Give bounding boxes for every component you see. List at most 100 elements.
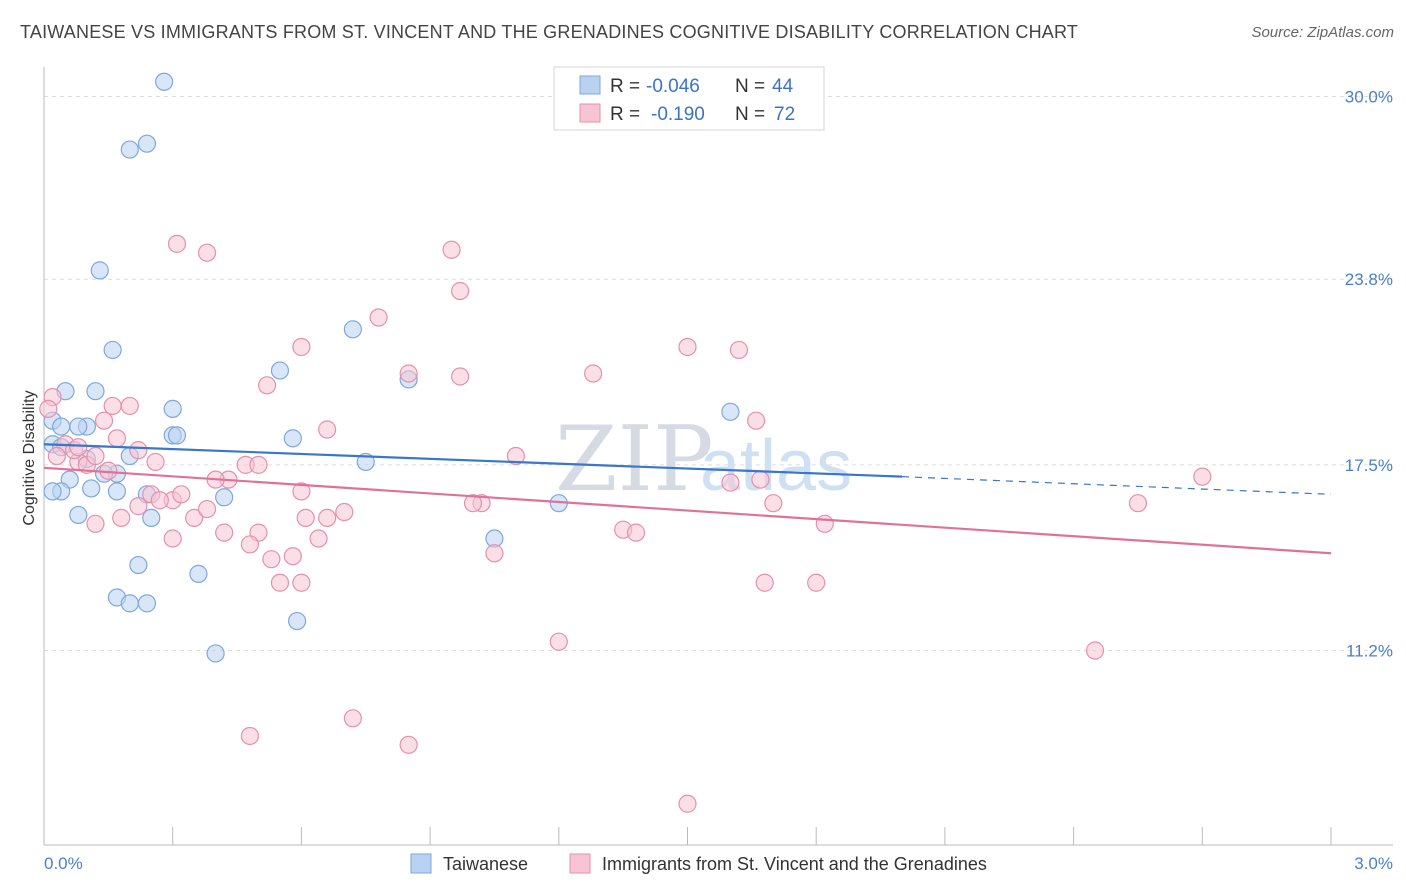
trend-line-immigrants: [43, 466, 1332, 555]
taiwanese-point: [270, 361, 290, 380]
immigrants-point: [343, 709, 362, 728]
taiwanese-point: [356, 452, 375, 472]
immigrants-point: [120, 396, 139, 416]
taiwanese-point: [283, 429, 302, 448]
immigrants-point: [240, 726, 260, 746]
immigrants-point: [215, 523, 234, 542]
immigrants-point: [399, 735, 418, 754]
taiwanese-point: [721, 402, 740, 421]
immigrants-point: [296, 508, 315, 528]
y-tick-label: 23.8%: [1345, 270, 1393, 289]
immigrants-point: [197, 499, 217, 519]
stats-swatch-immigrants: [579, 103, 601, 123]
taiwanese-point: [69, 505, 88, 525]
taiwanese-point: [288, 611, 307, 631]
legend-label-immigrants: Immigrants from St. Vincent and the Gren…: [602, 854, 987, 874]
immigrants-point: [292, 482, 311, 501]
immigrants-point: [39, 399, 58, 418]
immigrants-point: [69, 438, 88, 457]
immigrants-point: [369, 308, 388, 327]
immigrants-point: [309, 529, 328, 548]
immigrants-point: [442, 240, 461, 259]
legend-swatch-taiwanese: [410, 853, 432, 874]
legend: Taiwanese Immigrants from St. Vincent an…: [410, 853, 987, 874]
x-tick-label: 3.0%: [1354, 854, 1393, 873]
stats-r-label-taiwanese: R =: [610, 76, 640, 97]
stats-swatch-taiwanese: [579, 75, 601, 95]
taiwanese-point: [103, 340, 122, 360]
taiwanese-point: [120, 140, 139, 159]
immigrants-point: [257, 376, 277, 395]
immigrants-point: [318, 508, 337, 528]
immigrants-point: [451, 281, 470, 301]
immigrants-point: [678, 794, 697, 813]
immigrants-point: [86, 514, 105, 533]
x-tick-labels: 0.0% 3.0%: [44, 854, 1393, 873]
taiwanese-point: [142, 508, 161, 528]
immigrants-point: [807, 573, 826, 592]
immigrants-point: [197, 243, 217, 262]
stats-r-value-taiwanese: -0.046: [646, 76, 700, 97]
immigrants-point: [86, 446, 105, 466]
y-tick-labels: 11.2% 17.5% 23.8% 30.0%: [1345, 88, 1393, 661]
y-tick-label: 30.0%: [1345, 88, 1393, 107]
immigrants-point: [240, 535, 260, 554]
stats-n-value-taiwanese: 44: [772, 76, 794, 97]
immigrants-point: [335, 502, 354, 522]
taiwanese-point: [107, 482, 127, 501]
immigrants-point: [146, 452, 165, 472]
watermark-zip: ZIP: [555, 407, 714, 512]
watermark: ZIP atlas: [555, 407, 852, 512]
y-tick-label: 11.2%: [1346, 642, 1393, 661]
immigrants-point: [678, 337, 697, 357]
stats-r-label-immigrants: R =: [610, 104, 640, 125]
immigrants-point: [262, 550, 281, 569]
immigrants-point: [584, 364, 603, 383]
immigrants-point: [283, 547, 302, 566]
taiwanese-point: [163, 399, 182, 418]
taiwanese-point: [167, 426, 187, 445]
grid-lines: [44, 96, 1393, 652]
immigrants-point: [94, 411, 114, 430]
immigrants-point: [270, 573, 290, 592]
immigrants-point: [721, 473, 740, 492]
axes: [43, 67, 1393, 846]
series-taiwanese-points: [43, 72, 740, 663]
stats-n-value-immigrants: 72: [774, 104, 795, 125]
y-axis-label: Cognitive Disability: [21, 390, 38, 525]
immigrants-point: [506, 446, 526, 466]
stats-r-value-immigrants: -0.190: [651, 104, 705, 125]
immigrants-point: [1128, 494, 1148, 513]
taiwanese-point: [137, 594, 157, 613]
taiwanese-point: [86, 382, 105, 401]
immigrants-point: [1085, 641, 1105, 660]
trend-lines: [43, 443, 1332, 555]
taiwanese-point: [90, 261, 109, 280]
source-note: Source: ZipAtlas.com: [1251, 24, 1394, 41]
immigrants-point: [107, 429, 127, 448]
taiwanese-point: [120, 594, 139, 613]
immigrants-point: [47, 446, 66, 466]
immigrants-point: [292, 573, 311, 592]
immigrants-point: [815, 514, 834, 533]
legend-label-taiwanese: Taiwanese: [443, 854, 528, 874]
immigrants-point: [185, 508, 204, 528]
taiwanese-point: [215, 488, 234, 507]
taiwanese-point: [155, 72, 174, 91]
immigrants-point: [129, 441, 148, 460]
stats-box: R = -0.046 N = 44 R = -0.190 N = 72: [553, 66, 825, 131]
immigrants-point: [129, 497, 148, 516]
x-tick-label: 0.0%: [44, 854, 83, 873]
immigrants-point: [399, 364, 418, 383]
stats-n-label-taiwanese: N =: [735, 76, 765, 97]
immigrants-point: [764, 494, 783, 513]
trend-line-taiwanese: [43, 443, 903, 478]
legend-swatch-immigrants: [569, 853, 591, 874]
immigrants-point: [549, 632, 568, 651]
immigrants-point: [751, 470, 770, 489]
watermark-atlas: atlas: [700, 426, 852, 506]
taiwanese-point: [206, 644, 225, 663]
chart-title: TAIWANESE VS IMMIGRANTS FROM ST. VINCENT…: [20, 22, 1079, 42]
taiwanese-point: [52, 417, 71, 436]
immigrants-point: [463, 494, 483, 513]
